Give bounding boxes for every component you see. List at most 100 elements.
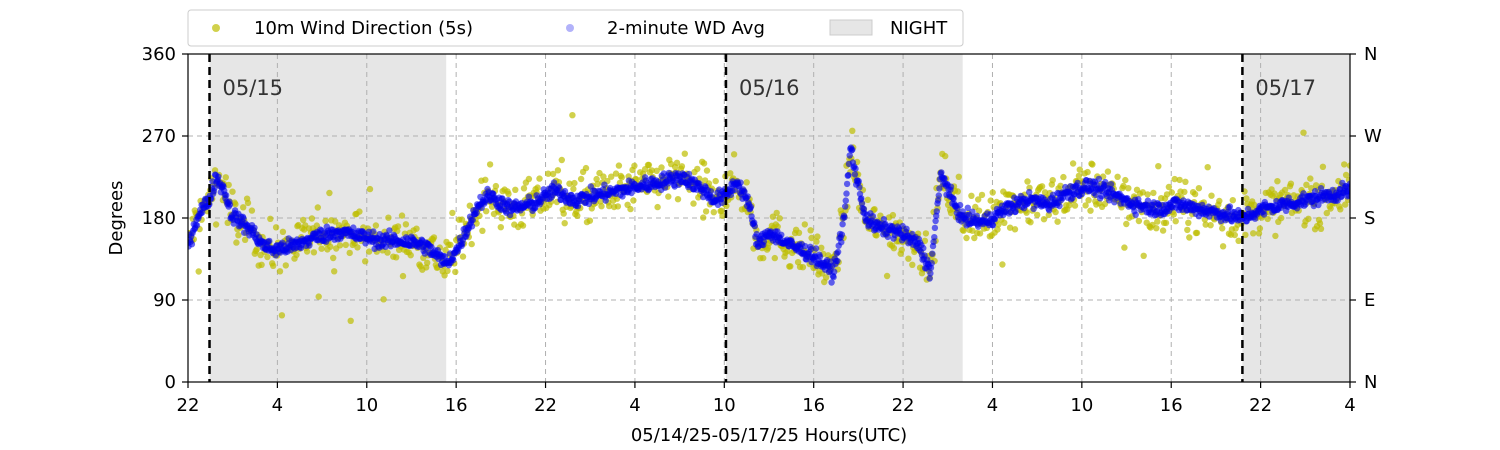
raw-point [430, 234, 438, 241]
raw-point [1011, 226, 1019, 233]
raw-point [336, 242, 344, 249]
raw-point [1396, 167, 1402, 173]
avg-point [1359, 183, 1365, 189]
avg-point [950, 195, 957, 202]
avg-point [1368, 177, 1374, 183]
raw-point [1456, 326, 1462, 332]
raw-point [549, 170, 557, 178]
raw-point [554, 167, 562, 174]
avg-point [1469, 346, 1475, 352]
avg-point [1380, 173, 1386, 179]
x-tick-label: 10 [1070, 395, 1093, 416]
avg-point [1420, 161, 1426, 167]
x-tick-label: 4 [1344, 395, 1355, 416]
raw-point [1388, 148, 1394, 154]
raw-point [1354, 197, 1360, 203]
avg-point [751, 222, 758, 230]
raw-point [1379, 161, 1385, 167]
raw-point [1361, 196, 1367, 202]
raw-point [969, 227, 976, 234]
raw-point [1408, 158, 1414, 164]
raw-point [276, 268, 284, 275]
raw-point [1427, 126, 1433, 132]
raw-point [658, 164, 665, 171]
raw-point [606, 202, 613, 210]
avg-point [1360, 180, 1366, 186]
avg-point [1441, 136, 1447, 142]
raw-point [1467, 358, 1473, 364]
raw-point [1480, 295, 1486, 301]
avg-point [1374, 176, 1380, 182]
avg-point [812, 245, 820, 252]
avg-point [1421, 172, 1427, 178]
raw-point [743, 179, 750, 186]
raw-point [366, 185, 374, 193]
avg-point [1488, 221, 1494, 227]
raw-point [1460, 349, 1466, 355]
raw-point [1341, 161, 1348, 168]
avg-point [1402, 178, 1408, 184]
x-axis-ticks: 22 4 10 16 22 4 10 16 22 4 10 16 22 4 [177, 382, 1356, 416]
raw-point [1359, 170, 1365, 176]
raw-point [282, 262, 289, 269]
raw-point [978, 191, 986, 199]
raw-point [1452, 287, 1458, 293]
avg-point [1407, 176, 1413, 182]
avg-point [927, 270, 934, 277]
raw-point [1182, 178, 1189, 185]
avg-point [1398, 165, 1404, 171]
day-marker-label: 05/17 [1255, 76, 1316, 100]
legend-box [187, 9, 964, 47]
raw-point [1419, 179, 1425, 185]
avg-point [1398, 175, 1404, 181]
raw-point [571, 179, 578, 187]
raw-point [505, 190, 512, 198]
avg-point [1451, 266, 1457, 272]
avg-point [1449, 230, 1455, 236]
avg-point [1226, 203, 1234, 210]
raw-point [1425, 151, 1431, 157]
avg-point [188, 241, 196, 248]
raw-point [1272, 232, 1279, 240]
avg-point [1445, 172, 1451, 178]
avg-point [1364, 183, 1370, 189]
avg-point [601, 181, 608, 188]
raw-point [1475, 314, 1481, 320]
avg-point [938, 169, 945, 176]
avg-point [1404, 173, 1410, 179]
raw-point [1444, 147, 1450, 153]
raw-point [1076, 166, 1084, 173]
raw-point [921, 237, 929, 244]
raw-point [232, 201, 239, 208]
raw-point [1355, 180, 1361, 186]
avg-point [1365, 173, 1371, 179]
raw-point [1243, 195, 1250, 202]
raw-point [1432, 109, 1438, 115]
avg-point [1437, 107, 1443, 113]
avg-point [1496, 210, 1500, 216]
raw-point [1357, 168, 1363, 174]
avg-point [1415, 174, 1421, 180]
avg-point [1419, 164, 1425, 170]
raw-point [385, 214, 392, 221]
avg-point [1419, 168, 1425, 174]
avg-point [1396, 173, 1402, 179]
avg-point [1484, 246, 1490, 252]
raw-point [1125, 185, 1132, 192]
raw-point [1495, 193, 1500, 199]
avg-point [1393, 171, 1399, 177]
avg-point [602, 197, 609, 204]
raw-point [999, 261, 1006, 268]
avg-point [931, 224, 939, 232]
raw-point [597, 198, 604, 205]
x-tick-label: 22 [1249, 395, 1272, 416]
raw-point [648, 167, 655, 174]
avg-point [1260, 211, 1268, 218]
avg-point [928, 260, 935, 267]
raw-point [1433, 95, 1439, 101]
raw-point [1374, 181, 1380, 187]
avg-point [1480, 271, 1486, 277]
avg-point [884, 233, 891, 241]
raw-point [673, 159, 681, 166]
raw-point [645, 161, 653, 169]
